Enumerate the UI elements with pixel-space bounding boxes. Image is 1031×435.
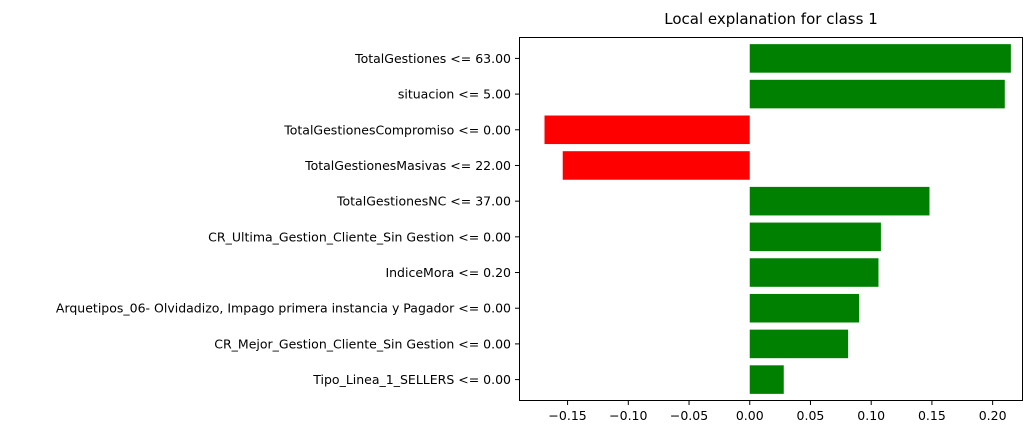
x-tick-label-7: 0.20	[979, 408, 1007, 423]
x-tick-label-3: 0.00	[736, 408, 764, 423]
bar-8	[749, 329, 849, 359]
y-tick-label-7: Arquetipos_06- Olvidadizo, Impago primer…	[56, 301, 511, 316]
y-tick-label-8: CR_Mejor_Gestion_Cliente_Sin Gestion <= …	[214, 336, 511, 351]
bar-5	[749, 222, 881, 252]
y-tick-label-1: situacion <= 5.00	[398, 87, 511, 102]
bar-3	[562, 151, 750, 180]
bar-1	[749, 79, 1005, 109]
x-tick-label-6: 0.15	[918, 408, 946, 423]
bar-6	[749, 258, 879, 287]
bar-9	[749, 365, 784, 394]
x-tick-label-5: 0.10	[857, 408, 885, 423]
bars-layer	[544, 44, 1011, 394]
y-category-labels: TotalGestiones <= 63.00 situacion <= 5.00…	[56, 51, 519, 387]
x-axis: −0.15 −0.10 −0.05 0.00 0.05 0.10 0.15 0.20	[548, 401, 1007, 423]
bar-7	[749, 293, 860, 323]
x-tick-label-1: −0.10	[609, 408, 647, 423]
chart-title: Local explanation for class 1	[664, 10, 878, 28]
y-tick-label-4: TotalGestionesNC <= 37.00	[336, 194, 511, 209]
x-tick-label-0: −0.15	[548, 408, 586, 423]
y-tick-label-0: TotalGestiones <= 63.00	[354, 51, 511, 66]
y-tick-label-5: CR_Ultima_Gestion_Cliente_Sin Gestion <=…	[208, 229, 511, 244]
x-tick-label-2: −0.05	[670, 408, 708, 423]
bar-0	[749, 44, 1011, 73]
y-tick-label-3: TotalGestionesMasivas <= 22.00	[304, 158, 511, 173]
axes-frame	[519, 37, 1023, 401]
y-tick-label-2: TotalGestionesCompromiso <= 0.00	[283, 122, 511, 137]
x-tick-label-4: 0.05	[797, 408, 825, 423]
y-tick-label-6: IndiceMora <= 0.20	[385, 265, 511, 280]
bar-4	[749, 186, 930, 216]
bar-2	[544, 115, 750, 145]
y-tick-label-9: Tipo_Linea_1_SELLERS <= 0.00	[312, 372, 511, 387]
